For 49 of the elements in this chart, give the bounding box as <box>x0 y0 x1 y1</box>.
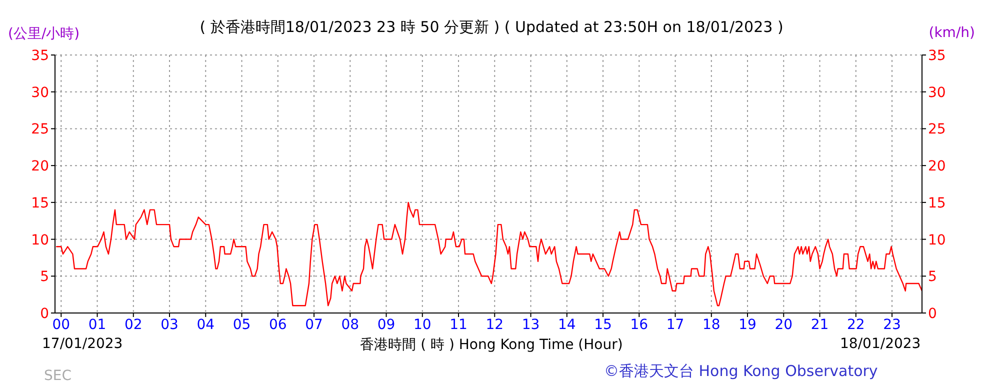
x-tick-label: 10 <box>413 316 432 333</box>
x-axis-title: 香港時間 ( 時 ) Hong Kong Time (Hour) <box>360 337 623 353</box>
y2-tick-label: 0 <box>928 306 937 322</box>
x-tick-label: 16 <box>630 316 648 333</box>
y-tick-label: 5 <box>40 269 49 286</box>
x-tick-label: 19 <box>738 316 756 333</box>
y-tick-label: 0 <box>40 306 49 322</box>
x-tick-label: 01 <box>88 316 106 333</box>
x-tick-label: 14 <box>558 316 576 333</box>
text: SEC <box>44 368 72 384</box>
x-tick-label: 04 <box>196 316 215 333</box>
y-tick-label: 20 <box>31 158 49 175</box>
x-tick-label: 03 <box>160 316 178 333</box>
text: ©香港天文台 Hong Kong Observatory <box>604 362 878 381</box>
x-tick-label: 08 <box>341 316 360 333</box>
x-tick-label: 21 <box>810 316 829 333</box>
text: 17/01/2023 <box>42 336 123 352</box>
x-tick-label: 09 <box>377 316 396 333</box>
y2-tick-label: 25 <box>928 122 946 138</box>
y2-tick-label: 10 <box>928 232 946 248</box>
x-tick-label: 20 <box>774 316 793 333</box>
x-tick-label: 00 <box>52 316 70 333</box>
y-tick-label: 10 <box>31 232 49 248</box>
x-tick-label: 15 <box>594 316 612 333</box>
x-tick-label: 07 <box>305 316 323 333</box>
y2-tick-label: 35 <box>928 48 946 64</box>
y-tick-label: 15 <box>31 195 49 212</box>
x-tick-label: 17 <box>666 316 684 333</box>
x-tick-label: 23 <box>883 316 901 333</box>
y2-axis-title: (km/h) <box>928 25 975 41</box>
x-tick-label: 18 <box>702 316 720 333</box>
x-tick-label: 22 <box>846 316 865 333</box>
text: 18/01/2023 <box>840 336 921 352</box>
x-tick-label: 05 <box>232 316 251 333</box>
y-tick-label: 25 <box>31 122 49 138</box>
y-axis-title: (公里/小時) <box>8 25 80 43</box>
line-series <box>55 202 922 306</box>
x-tick-label: 11 <box>450 316 468 333</box>
y-tick-label: 30 <box>31 84 49 101</box>
x-tick-label: 12 <box>486 316 504 333</box>
x-tick-label: 06 <box>268 316 287 333</box>
y2-tick-label: 15 <box>928 195 946 212</box>
chart-title: ( 於香港時間18/01/2023 23 時 50 分更新 ) ( Updated at 23:50H on 18/01/2023 ) <box>200 18 784 36</box>
y-tick-label: 35 <box>31 48 49 64</box>
x-tick-label: 13 <box>522 316 540 333</box>
y2-tick-label: 30 <box>928 84 946 101</box>
y2-tick-label: 5 <box>928 269 937 286</box>
x-tick-label: 02 <box>124 316 142 333</box>
y2-tick-label: 20 <box>928 158 946 175</box>
